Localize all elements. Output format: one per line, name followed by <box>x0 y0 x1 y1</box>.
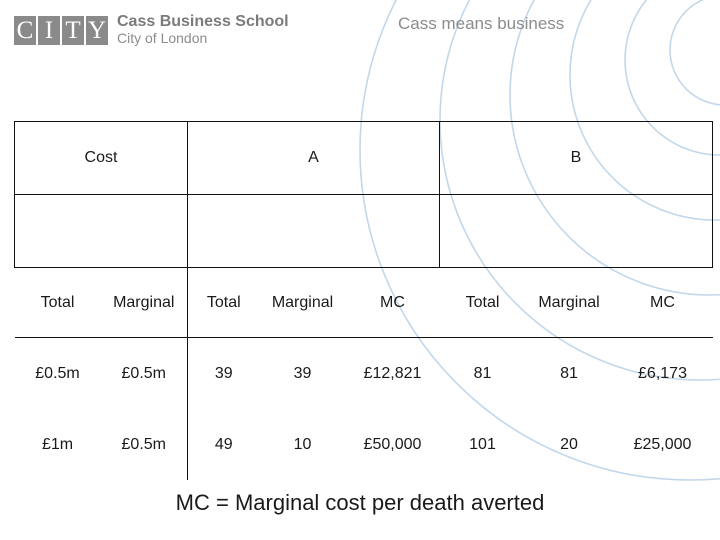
blank-cell <box>439 194 713 268</box>
footnote: MC = Marginal cost per death averted <box>175 490 545 515</box>
table-cell: 49 <box>214 435 233 453</box>
header-cost: Cost <box>14 121 188 195</box>
subheader-cell: MC <box>345 267 440 338</box>
table-cell: £50,000 <box>363 435 422 453</box>
table-cell: 39 <box>293 364 312 382</box>
logo-letter: T <box>62 15 84 45</box>
table-cell: £0.5m <box>35 364 80 382</box>
logo-letter: I <box>38 15 60 45</box>
header-a: A <box>187 121 440 195</box>
cass-logo: C I T Y Cass Business School City of Lon… <box>14 14 289 46</box>
logo-letter: Y <box>86 15 108 45</box>
table-cell: £1m <box>41 435 74 453</box>
table-cell: 101 <box>469 435 496 453</box>
table-cell: 20 <box>560 435 578 453</box>
subheader-cell: Marginal <box>525 267 613 338</box>
table-cell: 10 <box>293 435 312 453</box>
table-cell: £12,821 <box>363 364 422 382</box>
city-logo-mark: C I T Y <box>14 15 110 45</box>
table-cell: £25,000 <box>633 435 692 453</box>
subheader-cell: MC <box>612 267 713 338</box>
table-cell: 39 <box>214 364 233 382</box>
blank-cell <box>187 194 440 268</box>
logo-text: Cass Business School City of London <box>117 13 289 47</box>
cost-effectiveness-table: Cost A B Total Marginal Total Marginal M… <box>14 121 713 480</box>
subheader-cell: Marginal <box>259 267 346 338</box>
table-cell: £0.5m <box>100 337 188 409</box>
table-cell: 81 <box>560 364 578 382</box>
table-cell: 81 <box>473 364 492 382</box>
header-b: B <box>439 121 713 195</box>
subheader-cell: Total <box>439 267 526 338</box>
subheader-cell: Marginal <box>100 267 188 338</box>
subheader-cell: Total <box>187 267 260 338</box>
table-blank-row <box>14 194 713 268</box>
table-group-header-row: Cost A B <box>14 121 713 195</box>
logo-letter: C <box>14 15 36 45</box>
blank-cell <box>14 194 188 268</box>
table-row: £1m £0.5m 49 10 £50,000 101 20 £25,000 <box>15 409 713 480</box>
school-subtitle: City of London <box>117 30 208 46</box>
tagline: Cass means business <box>398 14 565 33</box>
subheader-cell: Total <box>14 267 101 338</box>
table-subheader-row: Total Marginal Total Marginal MC Total M… <box>14 267 713 338</box>
table-cell: £0.5m <box>100 409 188 480</box>
header: C I T Y Cass Business School City of Lon… <box>0 0 720 60</box>
table-row: £0.5m £0.5m 39 39 £12,821 81 81 £6,173 <box>15 337 713 409</box>
table-cell: £6,173 <box>638 364 687 382</box>
school-name: Cass Business School <box>117 13 289 30</box>
